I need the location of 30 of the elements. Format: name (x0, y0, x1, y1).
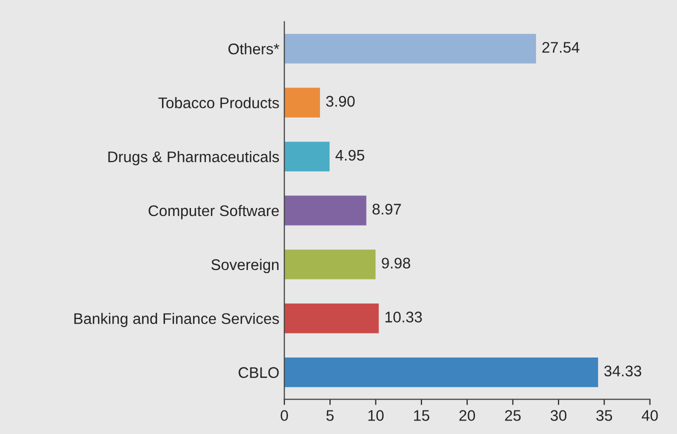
y-tick-label: Drugs & Pharmaceuticals (108, 151, 279, 166)
x-tick-label: 20 (459, 410, 476, 421)
data-label: 10.33 (385, 312, 422, 322)
x-tick-label: 10 (368, 410, 384, 421)
x-tick-label: 35 (596, 410, 612, 421)
bar (284, 250, 376, 280)
data-label: 8.97 (372, 204, 401, 215)
x-tick-label: 40 (642, 410, 658, 421)
data-label: 27.54 (542, 42, 580, 53)
bar (284, 88, 320, 118)
y-tick-label: CBLO (238, 367, 279, 378)
data-label: 4.95 (335, 150, 364, 161)
bar (284, 34, 536, 64)
data-label: 9.98 (382, 258, 410, 269)
x-tick-label: 0 (280, 410, 288, 421)
bar (284, 304, 379, 334)
bar (284, 142, 330, 172)
y-tick-label: Others* (228, 43, 280, 54)
x-tick-label: 5 (326, 410, 334, 421)
x-tick-label: 30 (550, 410, 566, 421)
y-tick-label: Banking and Finance Services (74, 312, 279, 328)
x-tick-label: 25 (505, 410, 521, 421)
x-tick-label: 15 (414, 410, 430, 421)
data-label: 34.33 (604, 366, 642, 376)
bar (284, 196, 366, 226)
y-tick-label: Sovereign (211, 258, 278, 274)
y-tick-label: Computer Software (148, 204, 279, 220)
bar (284, 357, 598, 388)
data-label: 3.90 (326, 96, 355, 107)
y-tick-label: Tobacco Products (158, 97, 279, 108)
